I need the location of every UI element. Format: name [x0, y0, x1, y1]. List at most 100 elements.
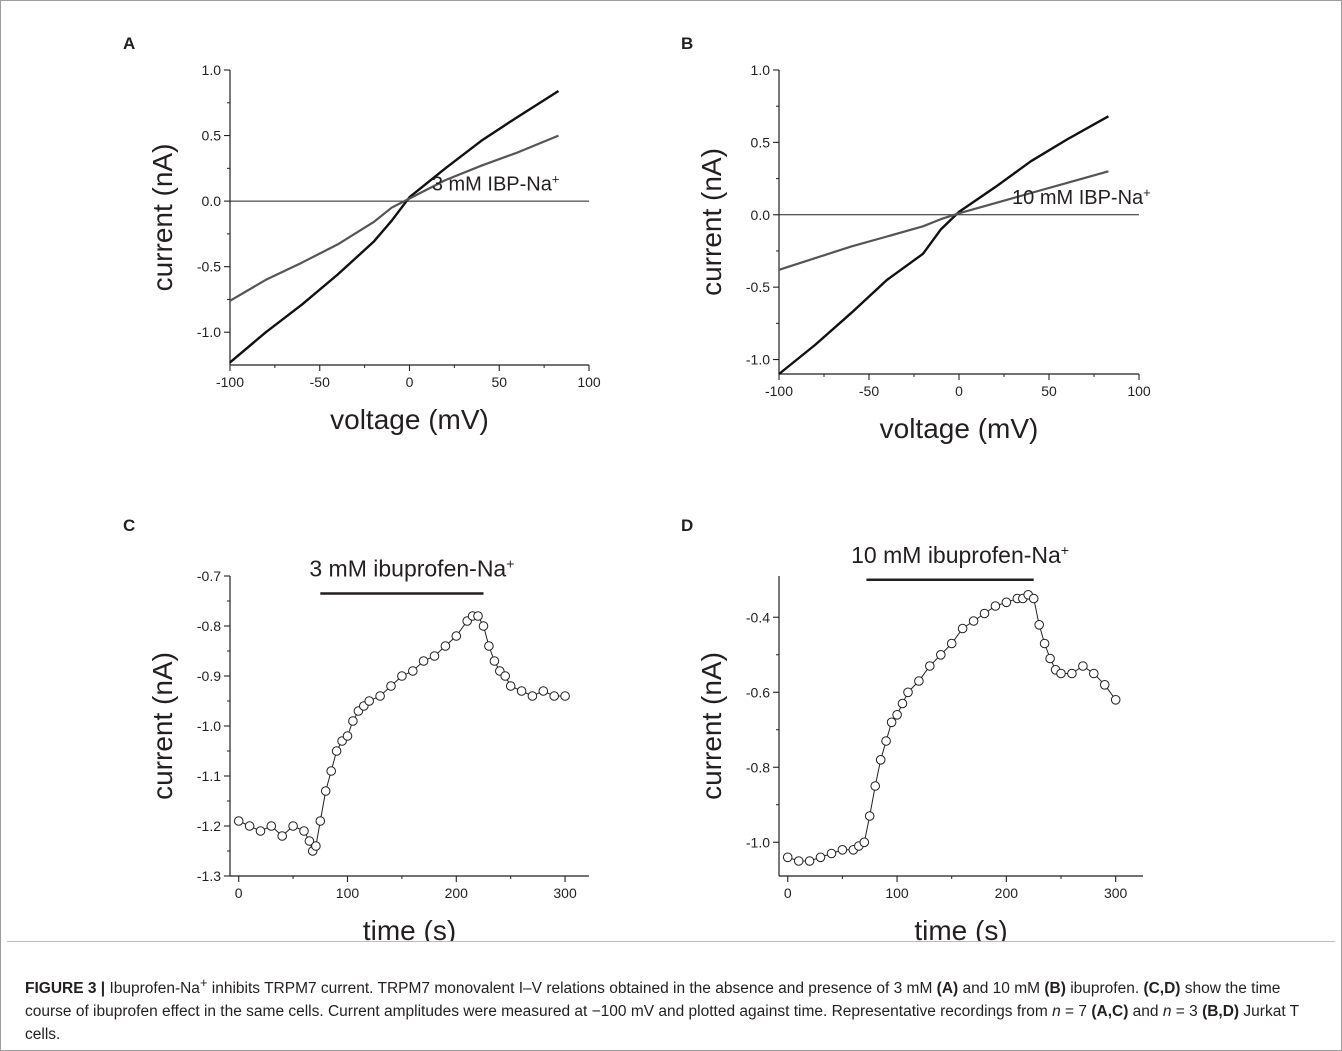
- data-point: [886, 717, 897, 728]
- data-point: [1099, 680, 1110, 690]
- x-axis-label: voltage (mV): [880, 413, 1039, 444]
- data-point: [1039, 638, 1050, 649]
- data-point: [925, 661, 935, 671]
- data-point: [1089, 668, 1099, 679]
- y-tick-label: 0.0: [751, 207, 771, 223]
- data-point: [837, 845, 848, 855]
- data-point: [277, 831, 288, 841]
- annotation-label: 3 mM IBP-Na+: [432, 171, 560, 196]
- data-point: [342, 731, 353, 741]
- data-point: [473, 611, 483, 621]
- y-tick-label: -0.6: [746, 684, 770, 700]
- caption-panel-ref: (A,C): [1091, 1003, 1129, 1021]
- panel-letter: B: [681, 34, 693, 53]
- data-point: [315, 816, 326, 826]
- data-point: [299, 826, 309, 836]
- data-point: [266, 821, 277, 831]
- data-point: [440, 641, 451, 651]
- x-tick-label: 300: [553, 885, 577, 901]
- data-point: [255, 826, 266, 836]
- data-point: [311, 841, 321, 851]
- x-tick-label: 0: [784, 885, 792, 901]
- data-point: [320, 786, 331, 796]
- y-tick-label: 0.5: [202, 128, 222, 144]
- data-point: [538, 686, 549, 696]
- y-tick-label: -0.4: [746, 609, 770, 625]
- x-tick-label: -100: [216, 374, 244, 390]
- y-tick-label: -1.0: [746, 352, 770, 368]
- panel-a: A -1.0 -0.5 0.0 0.5 1.0 -100 -50 0 50 100 voltage (…: [123, 34, 601, 435]
- y-axis-label: current (nA): [696, 148, 727, 296]
- data-point: [233, 816, 244, 826]
- caption-text: Ibuprofen-Na: [109, 980, 200, 998]
- drug-bar-label: 10 mM ibuprofen-Na+: [851, 542, 1069, 568]
- panel-b: B -1.0 -0.5 0.0 0.5 1.0 -100 -50 0 50 100 voltage (…: [681, 34, 1151, 444]
- y-tick-label: -0.5: [746, 279, 770, 295]
- y-axis-label: current (nA): [696, 652, 727, 800]
- y-tick-label: 0.0: [202, 193, 222, 209]
- series-line: [229, 134, 559, 302]
- x-tick-label: -50: [310, 374, 330, 390]
- data-point: [560, 691, 570, 701]
- x-tick-label: 50: [1041, 383, 1057, 399]
- series-line: [778, 170, 1109, 271]
- data-point: [870, 781, 881, 791]
- y-tick-label: -1.0: [746, 834, 770, 850]
- figure-canvas: A -1.0 -0.5 0.0 0.5 1.0 -100 -50 0 50 100 voltage (…: [123, 34, 1151, 941]
- caption-text: Jurkat T cells.: [25, 1003, 1299, 1044]
- figure-caption: FIGURE 3 | Ibuprofen-Na+ inhibits TRPM7 …: [25, 971, 1325, 1046]
- x-tick-label: 50: [491, 374, 507, 390]
- series-line: [229, 89, 560, 364]
- caption-text: = 7: [1060, 1003, 1092, 1021]
- data-point: [897, 698, 908, 709]
- data-point: [1056, 668, 1066, 679]
- annotation-label: 10 mM IBP-Na+: [1012, 184, 1151, 209]
- data-point: [348, 716, 358, 726]
- y-axis-label: current (nA): [147, 144, 178, 292]
- caption-sup: +: [199, 975, 208, 990]
- x-tick-label: 100: [577, 374, 601, 390]
- caption-separator: [7, 941, 1335, 942]
- panel-letter: D: [681, 516, 693, 535]
- data-point: [859, 837, 870, 848]
- x-tick-label: 300: [1104, 885, 1128, 901]
- data-point: [516, 686, 527, 696]
- data-point: [304, 836, 315, 846]
- data-point: [793, 856, 804, 866]
- drug-bar-label: 3 mM ibuprofen-Na+: [309, 556, 514, 582]
- caption-text: = 3: [1171, 1003, 1203, 1021]
- x-tick-label: 0: [406, 374, 414, 390]
- x-tick-label: 0: [955, 383, 963, 399]
- data-point: [903, 687, 913, 698]
- data-point: [946, 638, 957, 649]
- caption-separator-bar: |: [100, 980, 106, 998]
- data-point: [957, 623, 968, 634]
- y-tick-label: -1.2: [197, 818, 221, 834]
- caption-text: and: [1128, 1003, 1163, 1021]
- y-tick-label: -1.1: [197, 768, 221, 784]
- panel-letter: C: [123, 516, 135, 535]
- data-point: [1034, 620, 1044, 630]
- data-point: [804, 856, 815, 866]
- x-tick-label: 200: [995, 885, 1019, 901]
- x-tick-label: -50: [859, 383, 879, 399]
- caption-text: ibuprofen.: [1065, 980, 1144, 998]
- data-point: [375, 691, 385, 701]
- y-tick-label: -0.7: [197, 568, 221, 584]
- data-point: [815, 852, 826, 863]
- trace-line: [238, 615, 566, 853]
- caption-panel-ref: (B,D): [1202, 1003, 1240, 1021]
- y-tick-label: -0.8: [197, 618, 221, 634]
- data-point: [326, 766, 337, 776]
- y-tick-label: -1.0: [197, 718, 221, 734]
- data-point: [418, 656, 429, 666]
- panel-d: D -1.0 -0.8 -0.6 -0.4 0 100 200 300 time (s) curre…: [681, 516, 1143, 941]
- x-axis-label: time (s): [363, 915, 456, 941]
- data-point: [892, 710, 902, 720]
- x-tick-label: 0: [235, 885, 243, 901]
- y-tick-label: 1.0: [202, 62, 222, 78]
- caption-panel-ref: (B): [1044, 980, 1066, 998]
- caption-panel-ref: (C,D): [1143, 980, 1181, 998]
- caption-panel-ref: (A): [936, 980, 959, 998]
